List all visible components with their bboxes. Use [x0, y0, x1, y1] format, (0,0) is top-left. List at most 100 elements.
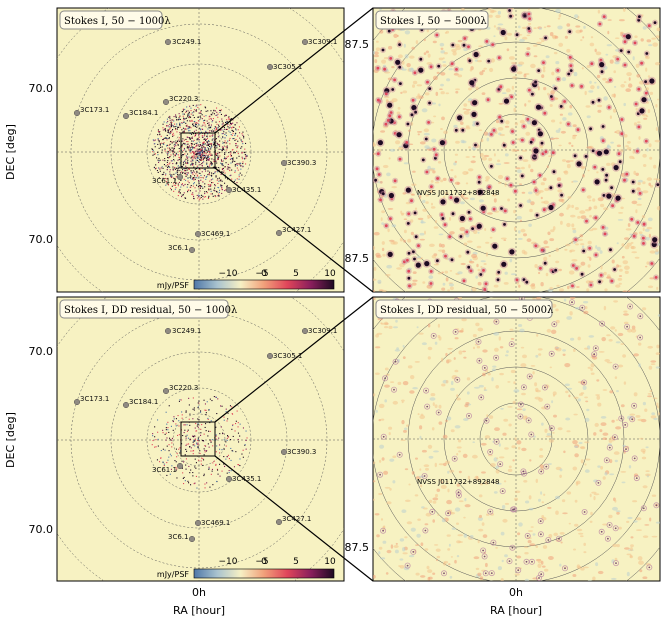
noise-speck [549, 104, 553, 107]
noise-speck [609, 59, 614, 64]
noise-speck [555, 510, 559, 515]
noise-dot [165, 439, 167, 441]
noise-speck [462, 453, 468, 458]
noise-dot [218, 152, 220, 154]
noise-dot [198, 168, 200, 170]
residual-core [511, 546, 514, 549]
noise-dot [178, 400, 180, 402]
noise-dot [179, 399, 181, 401]
noise-speck [421, 342, 427, 346]
residual-ring [429, 508, 436, 515]
noise-speck [528, 22, 532, 25]
noise-dot [170, 425, 172, 427]
noise-speck [513, 105, 517, 107]
noise-dot [166, 445, 168, 447]
source-blob [636, 149, 639, 153]
noise-dot [197, 177, 199, 179]
noise-dot [217, 398, 219, 400]
noise-speck [454, 369, 459, 373]
source-blob [548, 204, 554, 211]
noise-dot [186, 450, 188, 452]
noise-speck [608, 438, 613, 443]
source-blob [388, 192, 394, 199]
source-blob [484, 282, 488, 286]
noise-speck [649, 91, 654, 95]
noise-dot [192, 435, 194, 437]
noise-dot [172, 132, 174, 134]
noise-speck [655, 104, 658, 108]
residual-ring [525, 417, 532, 424]
noise-speck [641, 456, 647, 460]
noise-speck [403, 43, 406, 48]
noise-speck [416, 256, 422, 259]
noise-dot [232, 157, 234, 159]
noise-dot [171, 446, 173, 448]
residual-ring [581, 508, 588, 515]
noise-dot [189, 424, 191, 426]
noise-dot [178, 166, 180, 168]
noise-speck [455, 140, 460, 144]
source-blob [449, 196, 453, 200]
noise-speck [381, 289, 387, 292]
noise-dot [166, 437, 168, 439]
noise-speck [442, 434, 448, 439]
source-blob [490, 133, 493, 136]
noise-dot [232, 130, 234, 132]
noise-dot [215, 434, 217, 436]
source-blob [466, 250, 470, 254]
noise-speck [636, 529, 642, 531]
noise-dot [173, 190, 175, 192]
noise-dot [201, 186, 203, 188]
noise-speck [381, 241, 385, 245]
residual-ring [569, 299, 576, 306]
noise-speck [540, 182, 545, 186]
noise-dot [175, 129, 177, 131]
noise-speck [520, 363, 527, 368]
noise-dot [183, 131, 185, 133]
noise-dot [167, 165, 169, 167]
noise-dot [183, 168, 185, 170]
noise-speck [628, 465, 632, 469]
noise-dot [154, 426, 156, 428]
noise-dot [162, 462, 164, 464]
source-blob [642, 236, 645, 240]
noise-speck [427, 356, 431, 360]
noise-speck [562, 117, 567, 121]
noise-dot [167, 156, 169, 158]
noise-speck [484, 481, 489, 485]
noise-dot [193, 124, 195, 126]
noise-dot [166, 178, 168, 180]
source-label: 3C173.1 [80, 106, 109, 114]
noise-speck [656, 178, 660, 181]
noise-speck [566, 316, 573, 320]
noise-dot [175, 448, 177, 450]
noise-dot [232, 425, 234, 427]
noise-dot [206, 192, 208, 194]
noise-speck [560, 130, 567, 134]
noise-speck [638, 136, 641, 140]
noise-speck [558, 127, 561, 131]
residual-ring [623, 446, 630, 453]
noise-speck [642, 535, 649, 538]
noise-dot [172, 168, 174, 170]
noise-dot [230, 134, 232, 136]
noise-speck [632, 56, 635, 61]
noise-dot [208, 126, 210, 128]
source-marker [266, 63, 274, 71]
noise-dot [197, 402, 199, 404]
noise-dot [192, 453, 194, 455]
noise-dot [168, 137, 170, 139]
noise-speck [520, 166, 525, 170]
noise-dot [167, 147, 169, 149]
noise-speck [426, 565, 430, 570]
noise-speck [647, 345, 653, 349]
noise-speck [535, 389, 541, 393]
noise-dot [227, 123, 229, 125]
noise-speck [614, 499, 617, 503]
noise-dot [207, 435, 209, 437]
noise-dot [189, 147, 191, 149]
noise-speck [548, 556, 554, 560]
noise-speck [412, 387, 418, 390]
noise-speck [395, 319, 398, 323]
noise-speck [449, 270, 453, 272]
